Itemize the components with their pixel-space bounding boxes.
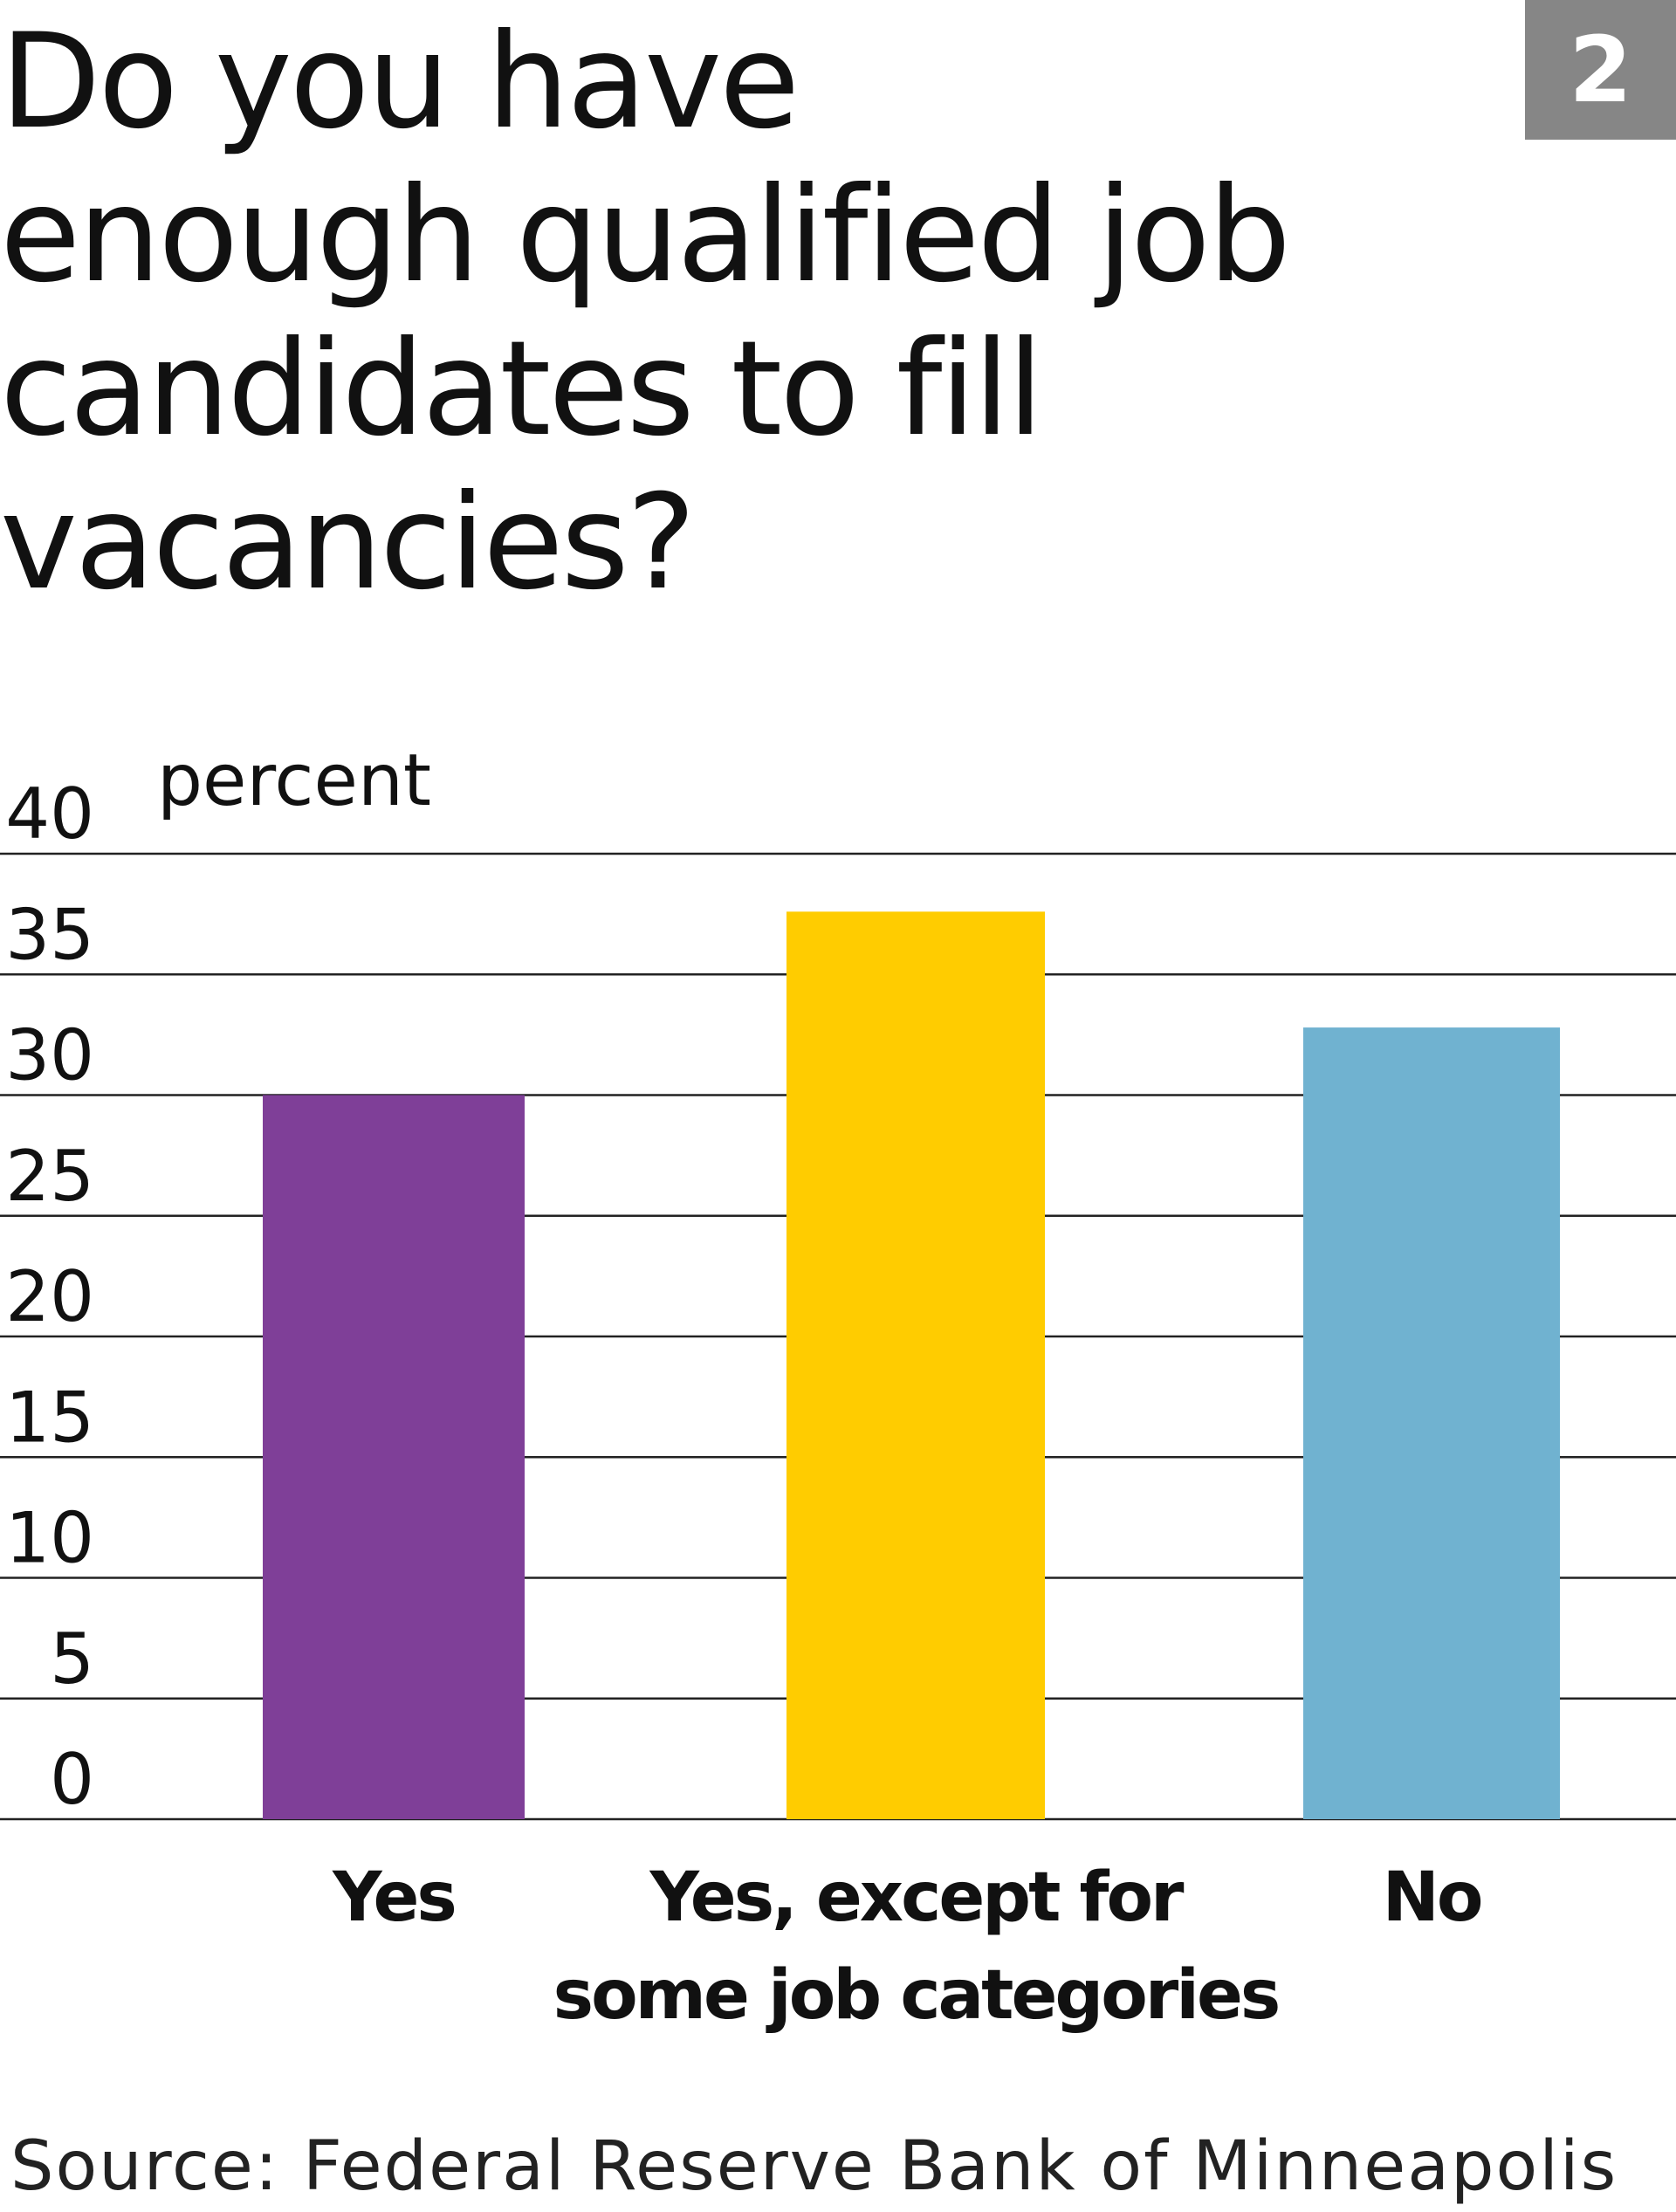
y-tick-label: 30 <box>5 1015 94 1096</box>
bar-0 <box>263 1095 525 1819</box>
category-label: Yes <box>332 1858 455 1937</box>
figure-number-badge: 2 <box>1525 0 1676 140</box>
category-label: some job categories <box>553 1956 1279 2035</box>
y-tick-label: 0 <box>50 1739 94 1820</box>
bar-1 <box>786 911 1045 1819</box>
y-tick-label: 35 <box>5 894 94 975</box>
y-tick-label: 20 <box>5 1256 94 1337</box>
source-note: Source: Federal Reserve Bank of Minneapo… <box>10 2127 1618 2206</box>
category-label: Yes, except for <box>649 1858 1185 1937</box>
bar-2 <box>1303 1027 1560 1819</box>
y-tick-label: 40 <box>5 773 94 855</box>
y-axis-unit-label: percent <box>157 742 431 822</box>
y-tick-label: 15 <box>5 1377 94 1458</box>
y-tick-label: 25 <box>5 1136 94 1217</box>
category-labels: Yes Yes, except for some job categories No <box>332 1858 1484 2035</box>
chart-title: Do you have enough qualified job candida… <box>0 6 1291 619</box>
y-tick-label: 10 <box>5 1498 94 1579</box>
bar-chart: 0 5 10 15 20 25 30 35 40 percent Yes Yes, except … <box>0 742 1676 2035</box>
bars <box>263 911 1560 1819</box>
y-axis-tick-labels: 0 5 10 15 20 25 30 35 40 <box>5 773 94 1820</box>
category-label: No <box>1383 1858 1481 1937</box>
y-tick-label: 5 <box>50 1618 94 1700</box>
